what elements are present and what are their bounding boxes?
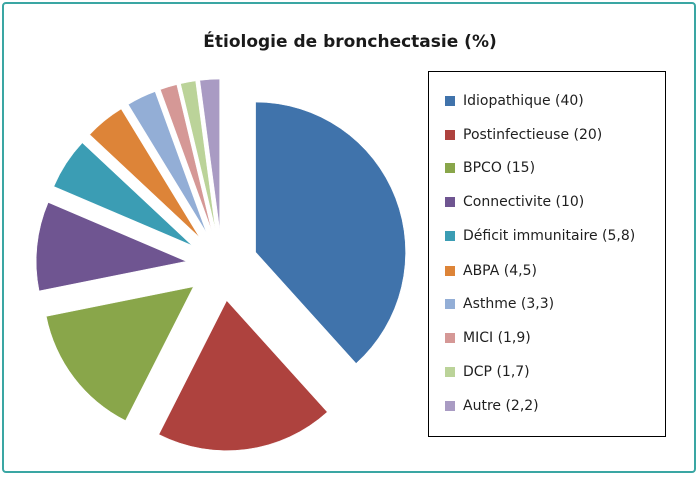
pie-slice-1: [158, 300, 328, 451]
legend-swatch: [445, 401, 455, 411]
legend-swatch: [445, 266, 455, 276]
legend-item-bpco: BPCO (15): [445, 158, 535, 178]
legend-item-idiopathique: Idiopathique (40): [445, 91, 584, 111]
legend-item-abpa: ABPA (4,5): [445, 261, 537, 281]
legend-label: Déficit immunitaire (5,8): [463, 228, 636, 244]
legend-label: MICI (1,9): [463, 330, 531, 346]
legend-label: Idiopathique (40): [463, 93, 584, 109]
legend-label: Autre (2,2): [463, 398, 539, 414]
legend-item-autre: Autre (2,2): [445, 396, 539, 416]
legend-item-connectivite: Connectivite (10): [445, 192, 584, 212]
legend-swatch: [445, 299, 455, 309]
legend-item-dcp: DCP (1,7): [445, 362, 530, 382]
legend-label: Postinfectieuse (20): [463, 127, 603, 143]
pie-slice-2: [45, 286, 194, 421]
pie-slice-5: [89, 108, 200, 238]
legend-swatch: [445, 333, 455, 343]
legend-item-mici: MICI (1,9): [445, 328, 531, 348]
pie-slice-6: [127, 91, 207, 233]
legend-swatch: [445, 367, 455, 377]
legend-label: ABPA (4,5): [463, 263, 537, 279]
chart-title: Étiologie de bronchectasie (%): [203, 32, 497, 52]
legend-swatch: [445, 130, 455, 140]
legend-item-deficit-immunitaire: Déficit immunitaire (5,8): [445, 226, 635, 246]
legend-label: Connectivite (10): [463, 194, 585, 210]
pie-slice-7: [160, 84, 212, 231]
legend-swatch: [445, 96, 455, 106]
legend-item-asthme: Asthme (3,3): [445, 294, 554, 314]
legend: Idiopathique (40) Postinfectieuse (20) B…: [428, 71, 666, 437]
pie-slice-8: [180, 80, 216, 230]
legend-swatch: [445, 231, 455, 241]
pie-slice-3: [35, 202, 188, 292]
pie-slice-0: [255, 101, 406, 364]
legend-swatch: [445, 163, 455, 173]
legend-item-postinfectieuse: Postinfectieuse (20): [445, 125, 602, 145]
pie-slice-4: [53, 142, 193, 246]
legend-swatch: [445, 197, 455, 207]
legend-label: Asthme (3,3): [463, 296, 555, 312]
pie-slice-9: [199, 78, 220, 230]
legend-label: DCP (1,7): [463, 364, 530, 380]
legend-label: BPCO (15): [463, 160, 536, 176]
